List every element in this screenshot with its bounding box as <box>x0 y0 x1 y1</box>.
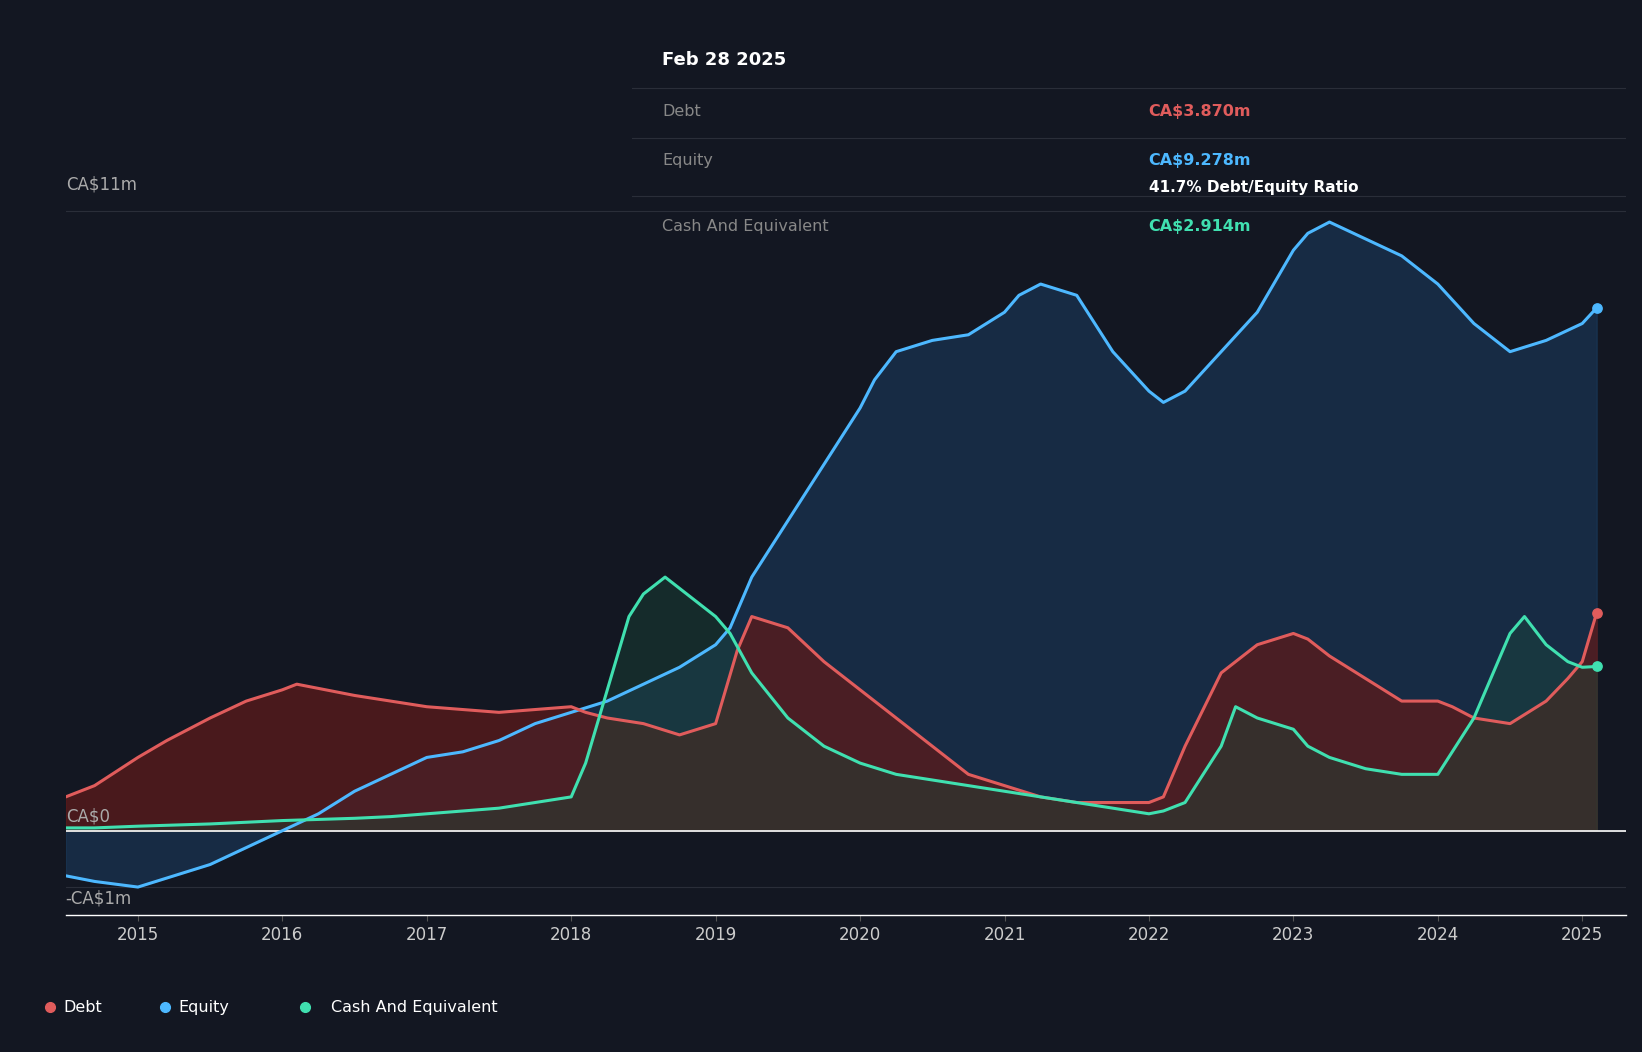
Text: Debt: Debt <box>662 104 701 120</box>
Text: Cash And Equivalent: Cash And Equivalent <box>332 999 498 1015</box>
Point <box>1583 604 1609 621</box>
Text: -CA$1m: -CA$1m <box>66 890 131 908</box>
Text: Equity: Equity <box>179 999 230 1015</box>
Text: CA$11m: CA$11m <box>66 176 136 194</box>
Text: Cash And Equivalent: Cash And Equivalent <box>662 219 829 235</box>
Text: Debt: Debt <box>64 999 102 1015</box>
Point <box>1583 300 1609 317</box>
Text: CA$3.870m: CA$3.870m <box>1149 104 1251 120</box>
Text: CA$9.278m: CA$9.278m <box>1149 153 1251 168</box>
Text: Feb 28 2025: Feb 28 2025 <box>662 50 787 69</box>
Text: Equity: Equity <box>662 153 713 168</box>
Text: 41.7% Debt/Equity Ratio: 41.7% Debt/Equity Ratio <box>1149 180 1358 195</box>
Text: CA$2.914m: CA$2.914m <box>1149 219 1251 235</box>
Point <box>1583 659 1609 675</box>
Text: CA$0: CA$0 <box>66 807 110 825</box>
